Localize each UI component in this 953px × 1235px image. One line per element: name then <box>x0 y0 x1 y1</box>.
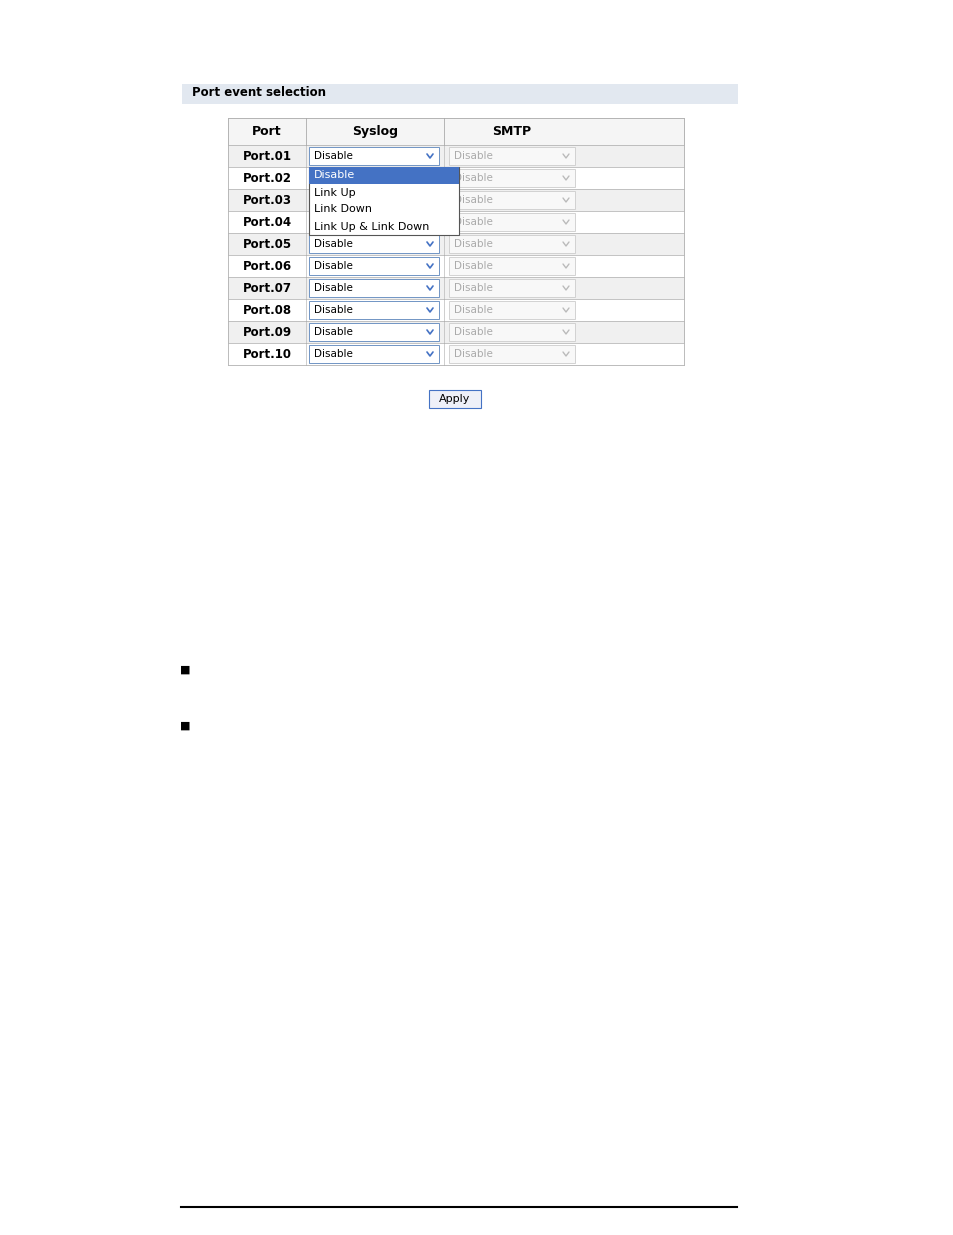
Text: Disable: Disable <box>314 240 353 249</box>
Text: Disable: Disable <box>454 151 493 161</box>
Bar <box>309 345 438 363</box>
Text: Disable: Disable <box>454 173 493 183</box>
Text: Link Up & Link Down: Link Up & Link Down <box>314 221 429 231</box>
Bar <box>228 254 683 277</box>
Text: Port.10: Port.10 <box>242 347 292 361</box>
Text: Port event selection: Port event selection <box>192 86 326 100</box>
Text: Apply: Apply <box>438 394 470 404</box>
Bar <box>228 233 683 254</box>
Bar <box>449 257 575 275</box>
Text: Disable: Disable <box>454 240 493 249</box>
Text: Port.02: Port.02 <box>242 172 292 184</box>
Text: Port.03: Port.03 <box>242 194 292 206</box>
Bar <box>309 235 438 253</box>
Bar <box>449 324 575 341</box>
Bar <box>228 119 683 144</box>
Bar <box>449 191 575 209</box>
Text: Syslog: Syslog <box>352 125 397 138</box>
Bar <box>309 301 438 319</box>
Text: Link Down: Link Down <box>314 205 372 215</box>
Bar <box>228 299 683 321</box>
Bar <box>449 169 575 186</box>
Text: Disable: Disable <box>314 195 353 205</box>
Text: SMTP: SMTP <box>492 125 531 138</box>
Bar <box>309 324 438 341</box>
Text: Port.04: Port.04 <box>242 215 292 228</box>
Bar <box>228 167 683 189</box>
Bar <box>449 345 575 363</box>
Text: Port.09: Port.09 <box>242 326 292 338</box>
Bar <box>309 257 438 275</box>
Bar <box>309 147 438 165</box>
Text: Port.05: Port.05 <box>242 237 292 251</box>
Text: Disable: Disable <box>454 217 493 227</box>
Text: Disable: Disable <box>454 305 493 315</box>
Text: Port: Port <box>252 125 281 138</box>
Text: Disable: Disable <box>454 327 493 337</box>
Text: Link Up: Link Up <box>314 188 355 198</box>
Text: Port.01: Port.01 <box>242 149 292 163</box>
Bar <box>228 189 683 211</box>
Bar <box>309 212 438 231</box>
Text: Disable: Disable <box>314 151 353 161</box>
Text: Disable: Disable <box>314 350 353 359</box>
Bar <box>449 301 575 319</box>
Text: Port.08: Port.08 <box>242 304 292 316</box>
Bar <box>309 169 438 186</box>
Text: Disable: Disable <box>454 261 493 270</box>
Text: Disable: Disable <box>314 217 353 227</box>
Text: Disable: Disable <box>314 173 353 183</box>
Bar <box>309 279 438 296</box>
Bar <box>449 212 575 231</box>
Text: Port.07: Port.07 <box>242 282 292 294</box>
Text: Disable: Disable <box>314 327 353 337</box>
Bar <box>182 84 738 104</box>
Text: Disable: Disable <box>454 350 493 359</box>
Bar <box>228 277 683 299</box>
Bar <box>228 119 683 366</box>
Text: Disable: Disable <box>314 170 355 180</box>
Bar <box>228 144 683 167</box>
Bar <box>309 191 438 209</box>
Bar <box>228 343 683 366</box>
Bar <box>449 235 575 253</box>
Text: Disable: Disable <box>314 283 353 293</box>
Bar <box>228 211 683 233</box>
Text: Disable: Disable <box>454 283 493 293</box>
Text: ■: ■ <box>180 721 191 731</box>
Bar <box>449 279 575 296</box>
Text: Disable: Disable <box>314 261 353 270</box>
Bar <box>309 167 458 235</box>
Bar <box>309 167 458 184</box>
Bar <box>449 147 575 165</box>
Text: Disable: Disable <box>454 195 493 205</box>
Text: Disable: Disable <box>314 305 353 315</box>
Bar <box>228 321 683 343</box>
Text: ■: ■ <box>180 664 191 676</box>
Bar <box>429 390 480 408</box>
Text: Port.06: Port.06 <box>242 259 292 273</box>
